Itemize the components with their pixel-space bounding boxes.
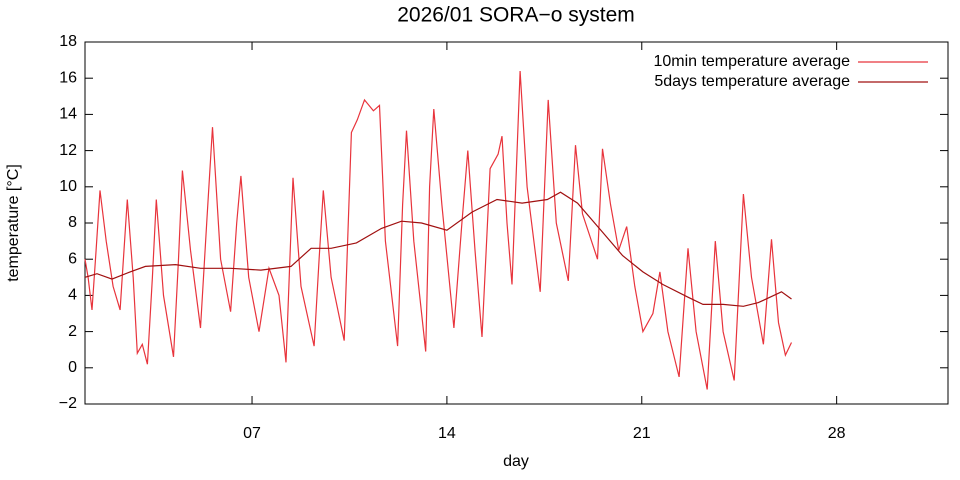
y-tick-label: 14 bbox=[59, 106, 77, 123]
y-tick-label: 0 bbox=[68, 359, 77, 376]
plot-frame bbox=[84, 41, 949, 405]
y-tick-label: 18 bbox=[59, 33, 77, 50]
legend-label: 5days temperature average bbox=[654, 73, 850, 90]
x-tick-label: 14 bbox=[438, 425, 456, 442]
y-tick-label: 8 bbox=[68, 214, 77, 231]
y-tick-label: 2 bbox=[68, 323, 77, 340]
y-tick-label: 6 bbox=[68, 250, 77, 267]
x-tick-label: 07 bbox=[243, 425, 261, 442]
x-tick-label: 21 bbox=[633, 425, 651, 442]
x-axis-label: day bbox=[503, 453, 529, 470]
y-tick-label: 10 bbox=[59, 178, 77, 195]
y-tick-label: 12 bbox=[59, 142, 77, 159]
y-tick-label: 4 bbox=[68, 287, 77, 304]
x-tick-label: 28 bbox=[828, 425, 846, 442]
chart-title: 2026/01 SORA−o system bbox=[397, 4, 635, 27]
y-tick-label: 16 bbox=[59, 69, 77, 86]
y-tick-label: −2 bbox=[59, 395, 77, 412]
y-axis-label: temperature [°C] bbox=[5, 164, 22, 282]
legend-label: 10min temperature average bbox=[653, 53, 850, 70]
series-line bbox=[84, 191, 792, 307]
series-line bbox=[84, 70, 793, 390]
